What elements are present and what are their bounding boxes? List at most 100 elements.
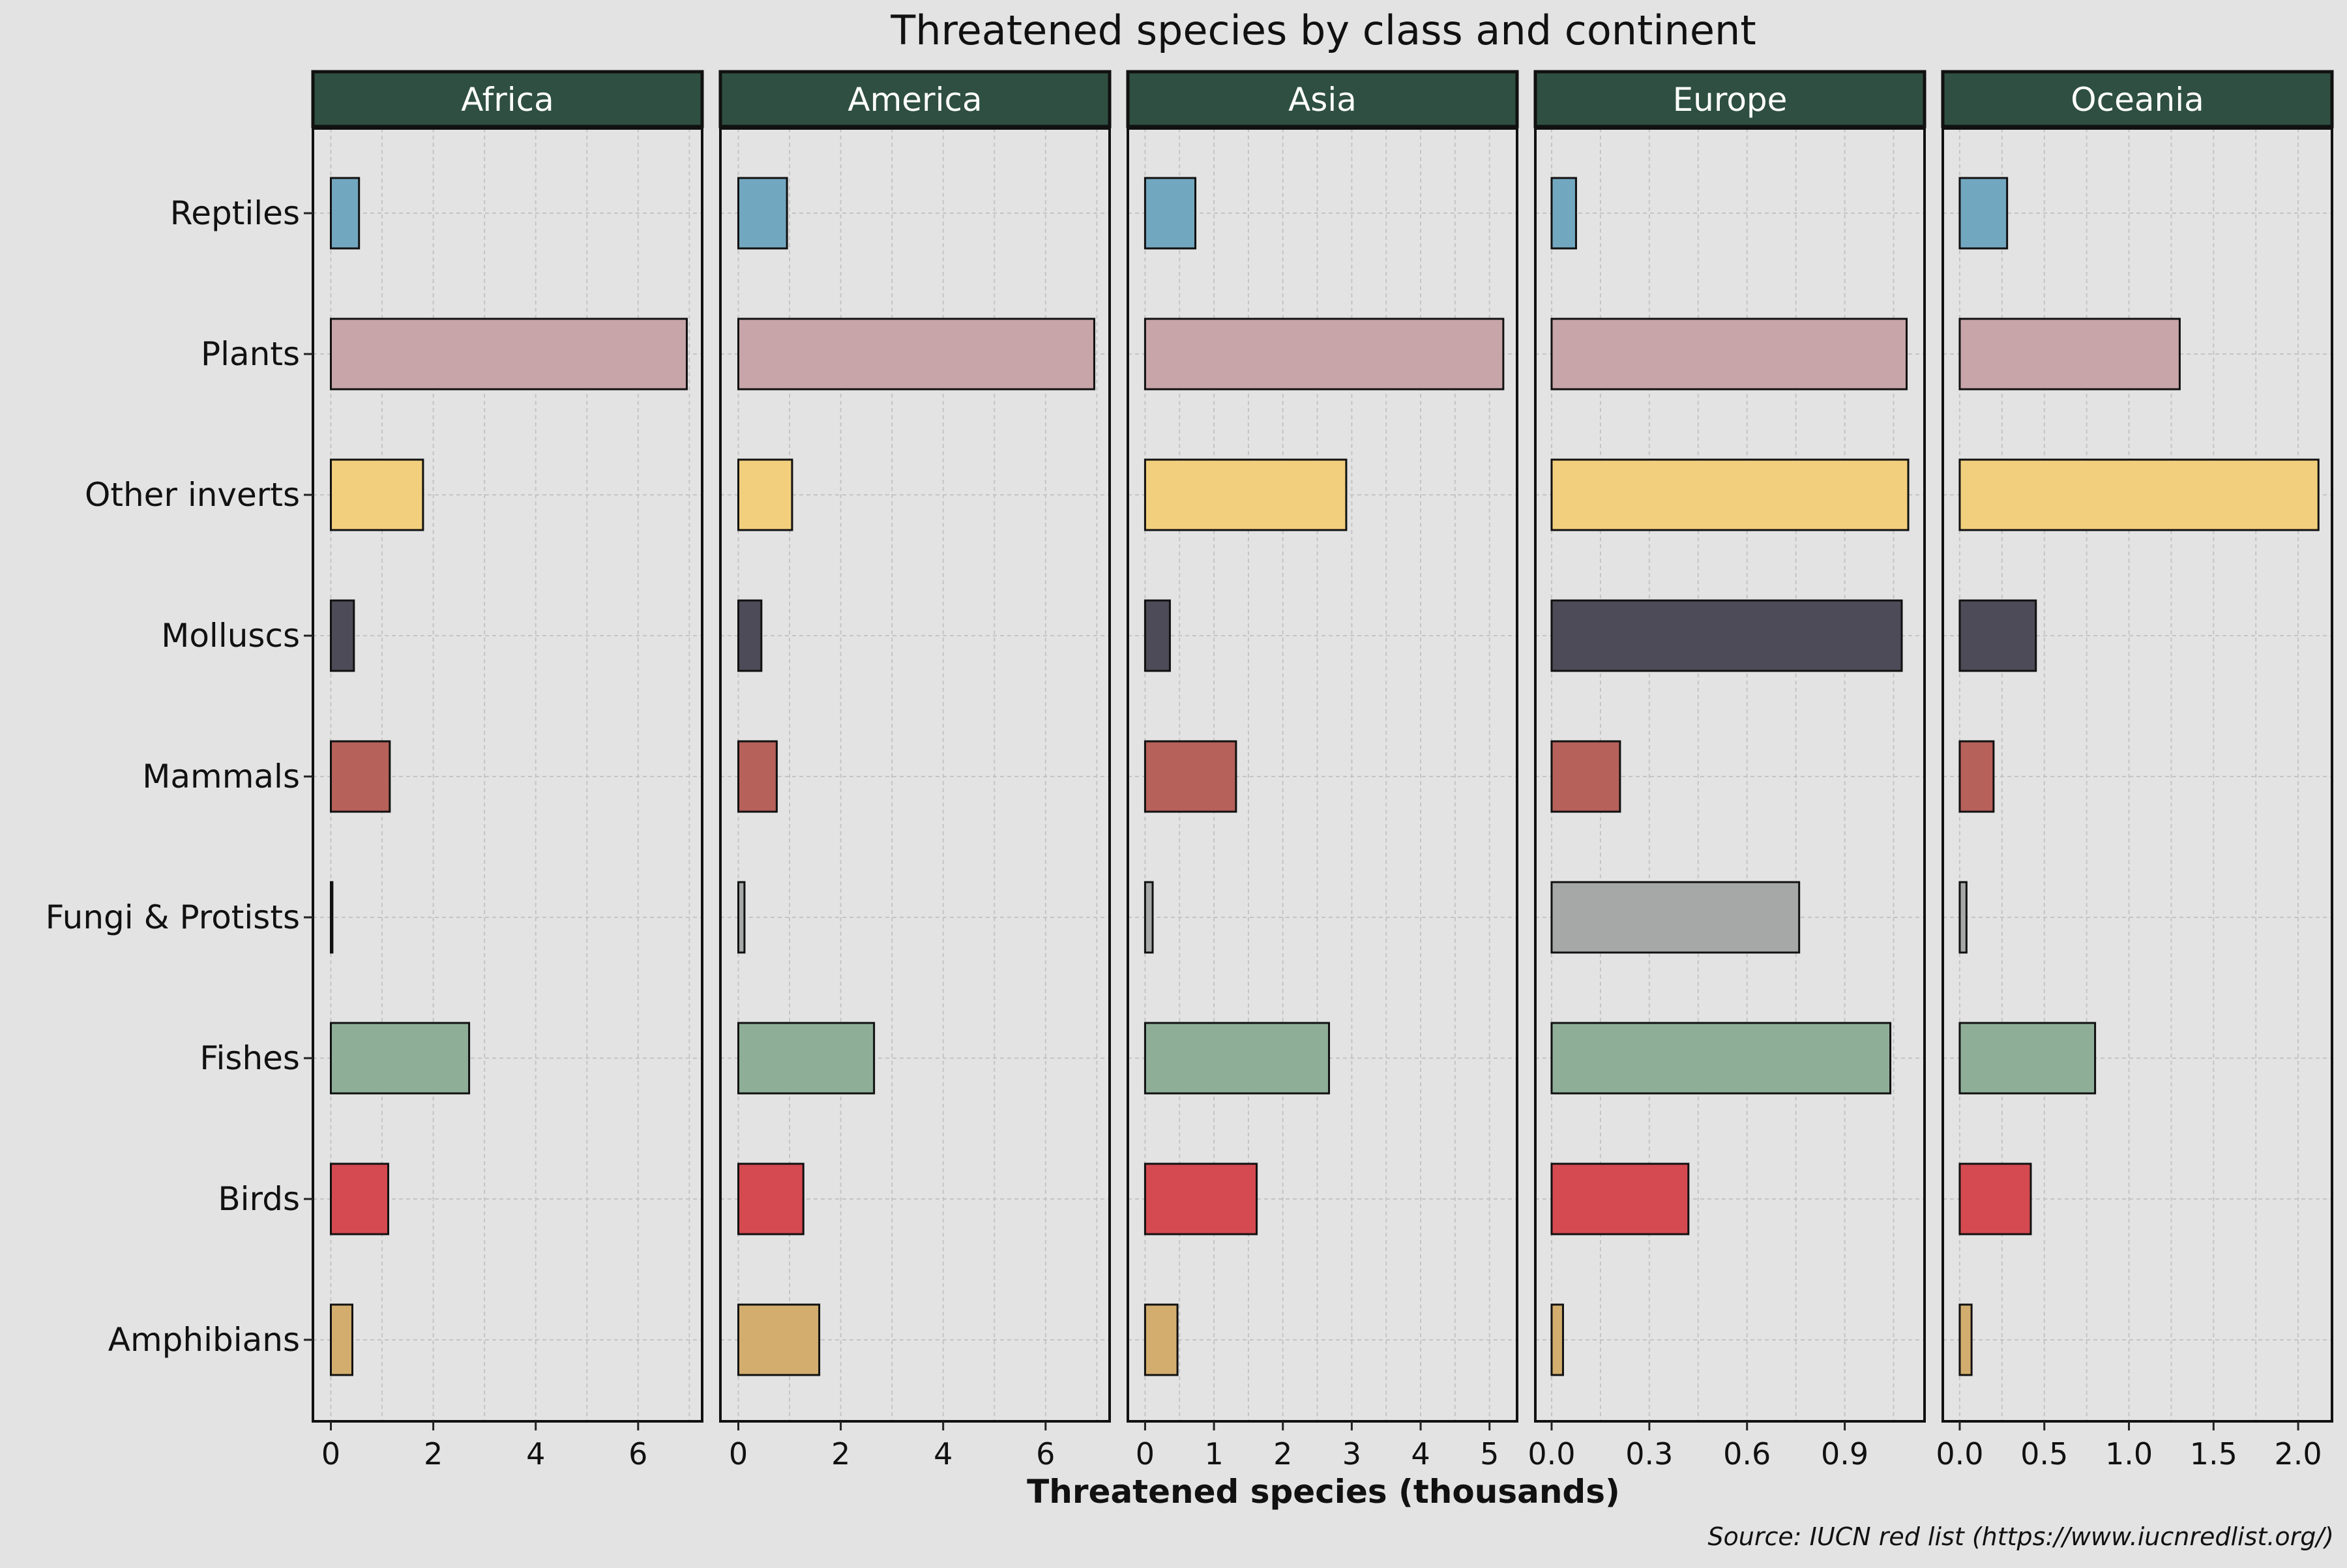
bar-africa-mammals xyxy=(329,740,391,813)
bar-oceania-reptiles xyxy=(1958,177,2009,250)
bar-africa-fishes xyxy=(329,1022,471,1095)
bar-europe-fungi-protists xyxy=(1550,881,1801,954)
bar-america-other-inverts xyxy=(737,458,793,531)
bar-africa-other-inverts xyxy=(329,458,424,531)
y-axis-labels: Reptiles Plants Other inverts Molluscs Mamma… xyxy=(46,194,313,1359)
bar-africa-amphibians xyxy=(329,1303,353,1376)
x-tick-label: 0.0 xyxy=(1528,1436,1575,1472)
facet-label-africa: Africa xyxy=(461,81,554,119)
bar-oceania-molluscs xyxy=(1958,599,2037,672)
facet-strip xyxy=(311,70,704,128)
bar-europe-other-inverts xyxy=(1550,458,1910,531)
x-tick-label: 0.9 xyxy=(1821,1436,1868,1472)
x-tick-label: 0.6 xyxy=(1723,1436,1771,1472)
bar-africa-plants xyxy=(329,318,688,391)
x-tick-label: 0 xyxy=(1136,1436,1155,1472)
x-tick-label: 3 xyxy=(1342,1436,1361,1472)
bar-asia-other-inverts xyxy=(1144,458,1348,531)
panel-asia: Asia 0 1 2 3 4 5 xyxy=(1126,70,1519,1472)
bar-europe-birds xyxy=(1550,1162,1690,1235)
panel-america: America 0 2 4 6 xyxy=(718,70,1112,1472)
bar-oceania-birds xyxy=(1958,1162,2032,1235)
x-tick-label: 4 xyxy=(934,1436,952,1472)
x-tick-label: 0.3 xyxy=(1625,1436,1673,1472)
bar-america-mammals xyxy=(737,740,778,813)
bar-america-amphibians xyxy=(737,1303,821,1376)
facet-panels: Africa 0 2 4 6 America 0 2 4 6 Asia 0 1 2 3 4 5 Europe 0.0… xyxy=(311,70,2334,1472)
y-label-reptiles: Reptiles xyxy=(170,194,300,232)
panel-oceania: Oceania 0.0 0.5 1.0 1.5 2.0 xyxy=(1936,70,2334,1472)
x-tick-label: 0 xyxy=(729,1436,748,1472)
x-tick-label: 1.0 xyxy=(2105,1436,2153,1472)
bar-europe-amphibians xyxy=(1550,1303,1564,1376)
bar-asia-molluscs xyxy=(1144,599,1171,672)
y-label-amphibians: Amphibians xyxy=(108,1321,300,1359)
x-tick-label: 2 xyxy=(424,1436,443,1472)
panel-border xyxy=(719,127,1111,1423)
facet-label-oceania: Oceania xyxy=(2071,81,2204,119)
bar-america-molluscs xyxy=(737,599,763,672)
bar-europe-mammals xyxy=(1550,740,1621,813)
chart-title: Threatened species by class and continen… xyxy=(890,7,1756,54)
facet-strip xyxy=(1126,70,1519,128)
bar-africa-birds xyxy=(329,1162,389,1235)
x-tick-label: 6 xyxy=(1036,1436,1055,1472)
bar-africa-fungi-protists xyxy=(329,881,334,954)
panel-border xyxy=(1127,127,1518,1423)
y-label-birds: Birds xyxy=(218,1180,300,1218)
bar-europe-reptiles xyxy=(1550,177,1577,250)
bar-oceania-fishes xyxy=(1958,1022,2097,1095)
bar-america-fungi-protists xyxy=(737,881,746,954)
bar-europe-molluscs xyxy=(1550,599,1903,672)
y-label-fishes: Fishes xyxy=(199,1039,300,1077)
bar-oceania-fungi-protists xyxy=(1958,881,1968,954)
bar-oceania-plants xyxy=(1958,318,2181,391)
y-label-molluscs: Molluscs xyxy=(161,617,300,655)
bar-oceania-other-inverts xyxy=(1958,458,2320,531)
bar-europe-fishes xyxy=(1550,1022,1892,1095)
bar-asia-birds xyxy=(1144,1162,1258,1235)
bar-america-reptiles xyxy=(737,177,788,250)
bar-america-fishes xyxy=(737,1022,876,1095)
bar-africa-reptiles xyxy=(329,177,361,250)
facet-strip xyxy=(718,70,1112,128)
y-label-mammals: Mammals xyxy=(142,758,300,795)
facet-label-europe: Europe xyxy=(1673,81,1788,119)
bar-asia-reptiles xyxy=(1144,177,1197,250)
panel-border xyxy=(1534,127,1926,1423)
x-tick-label: 2 xyxy=(1273,1436,1292,1472)
bar-oceania-mammals xyxy=(1958,740,1995,813)
chart-caption: Source: IUCN red list (https://www.iucnr… xyxy=(1707,1522,2334,1551)
x-tick-label: 5 xyxy=(1480,1436,1499,1472)
facet-strip xyxy=(1941,70,2334,128)
y-label-other-inverts: Other inverts xyxy=(85,476,300,514)
x-axis-title: Threatened species (thousands) xyxy=(1027,1473,1620,1511)
x-tick-label: 0 xyxy=(321,1436,340,1472)
bar-asia-amphibians xyxy=(1144,1303,1179,1376)
panel-africa: Africa 0 2 4 6 xyxy=(311,70,704,1472)
facet-label-america: America xyxy=(848,81,982,119)
y-label-fungi-protists: Fungi & Protists xyxy=(46,898,300,936)
panel-border xyxy=(312,127,703,1423)
bar-asia-plants xyxy=(1144,318,1505,391)
bar-asia-mammals xyxy=(1144,740,1237,813)
bar-asia-fishes xyxy=(1144,1022,1331,1095)
bar-africa-molluscs xyxy=(329,599,355,672)
x-tick-label: 2 xyxy=(831,1436,850,1472)
x-tick-label: 2.0 xyxy=(2275,1436,2322,1472)
x-tick-label: 6 xyxy=(628,1436,647,1472)
bar-america-birds xyxy=(737,1162,804,1235)
x-tick-label: 4 xyxy=(526,1436,545,1472)
facet-label-asia: Asia xyxy=(1288,81,1357,119)
facet-strip xyxy=(1533,70,1926,128)
x-tick-label: 0.0 xyxy=(1936,1436,1983,1472)
bar-oceania-amphibians xyxy=(1958,1303,1973,1376)
bar-europe-plants xyxy=(1550,318,1908,391)
bar-asia-fungi-protists xyxy=(1144,881,1154,954)
x-tick-label: 1.5 xyxy=(2190,1436,2237,1472)
x-tick-label: 4 xyxy=(1411,1436,1430,1472)
x-tick-label: 0.5 xyxy=(2020,1436,2068,1472)
bar-america-plants xyxy=(737,318,1095,391)
